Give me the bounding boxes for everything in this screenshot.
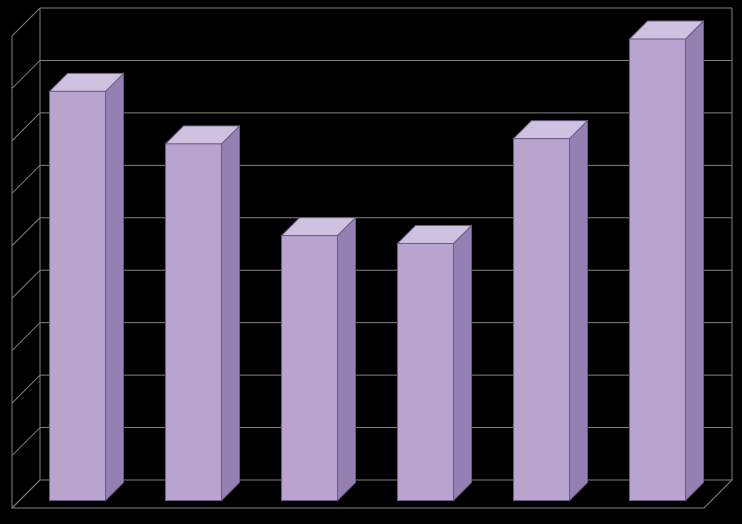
bar-chart-3d <box>0 0 742 524</box>
chart-canvas <box>0 0 742 524</box>
